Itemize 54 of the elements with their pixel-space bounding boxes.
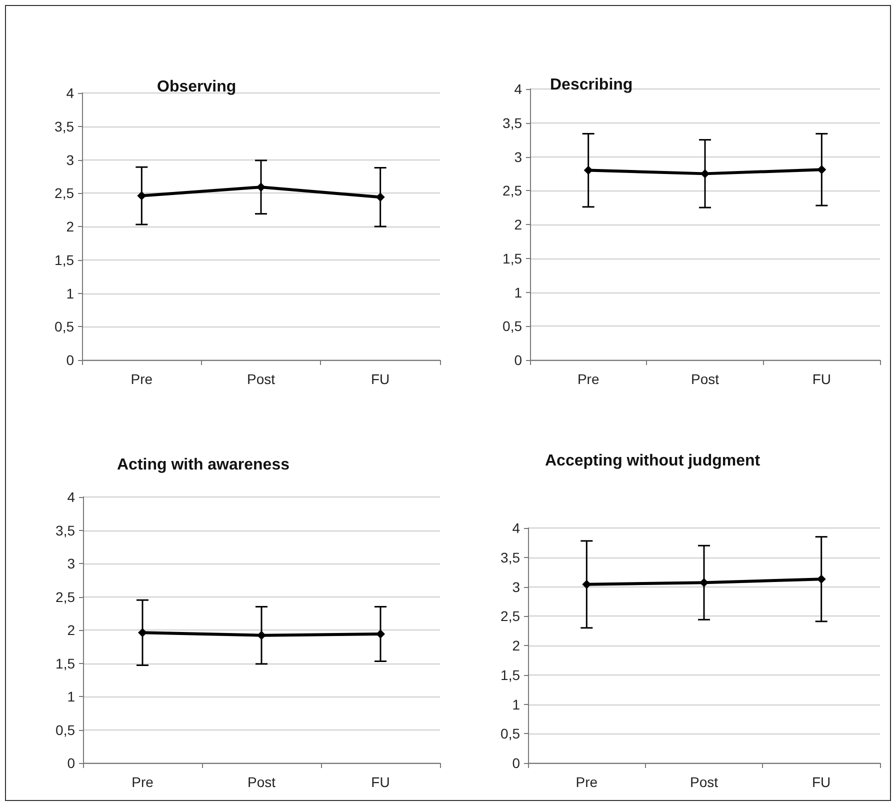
y-tick-label: 4 [67, 489, 76, 505]
y-tick-label: 3 [67, 556, 76, 572]
y-tick-label: 3,5 [500, 549, 520, 566]
y-tick-label: 4 [512, 520, 520, 536]
chart-title: Accepting without judgment [545, 452, 761, 470]
chart-title: Observing [157, 78, 236, 96]
x-tick-label: Post [246, 371, 276, 387]
y-tick-label: 3,5 [502, 114, 522, 131]
chart-title: Acting with awareness [117, 456, 290, 474]
y-tick-label: 0,5 [54, 318, 74, 335]
y-tick-label: 3 [514, 148, 522, 165]
y-tick-label: 2,5 [502, 182, 522, 199]
chart-title: Describing [550, 76, 633, 94]
x-tick-label: FU [812, 371, 832, 387]
y-tick-label: 2 [512, 638, 520, 654]
y-tick-label: 3 [66, 152, 74, 168]
y-tick-label: 1,5 [56, 655, 76, 672]
y-tick-label: 0 [514, 352, 522, 368]
y-tick-label: 2 [66, 218, 74, 234]
y-tick-label: 0 [512, 755, 520, 771]
y-tick-label: 1,5 [500, 666, 520, 683]
y-tick-label: 2 [514, 216, 522, 232]
y-tick-label: 1 [67, 688, 76, 704]
x-tick-label: Pre [576, 774, 598, 790]
y-tick-label: 0,5 [500, 726, 520, 742]
y-tick-label: 2,5 [500, 608, 520, 624]
x-tick-label: Post [247, 774, 276, 790]
y-tick-label: 0 [66, 352, 74, 368]
x-tick-label: Post [690, 774, 718, 790]
x-tick-label: FU [371, 774, 390, 790]
y-tick-label: 1 [66, 285, 74, 302]
y-tick-label: 2,5 [54, 185, 74, 202]
y-tick-label: 0 [67, 755, 76, 771]
y-tick-label: 4 [66, 85, 74, 101]
y-tick-label: 1 [512, 696, 520, 712]
x-tick-label: Pre [577, 371, 600, 387]
y-tick-label: 0,5 [56, 722, 76, 738]
y-tick-label: 1,5 [502, 250, 522, 266]
x-tick-label: Pre [130, 371, 153, 387]
x-tick-label: FU [812, 774, 831, 790]
x-tick-label: Pre [132, 774, 154, 790]
point [256, 182, 266, 192]
y-tick-label: 0,5 [502, 318, 522, 334]
point [376, 192, 385, 202]
y-tick-label: 2,5 [56, 588, 76, 605]
y-tick-label: 1,5 [54, 252, 74, 268]
x-tick-label: FU [370, 371, 390, 387]
y-tick-label: 2 [67, 622, 76, 638]
y-tick-label: 3,5 [56, 522, 76, 538]
y-tick-label: 3,5 [54, 118, 74, 134]
y-tick-label: 4 [514, 81, 522, 97]
x-tick-label: Post [690, 371, 720, 387]
y-tick-label: 3 [512, 578, 520, 595]
y-tick-label: 1 [514, 284, 522, 300]
